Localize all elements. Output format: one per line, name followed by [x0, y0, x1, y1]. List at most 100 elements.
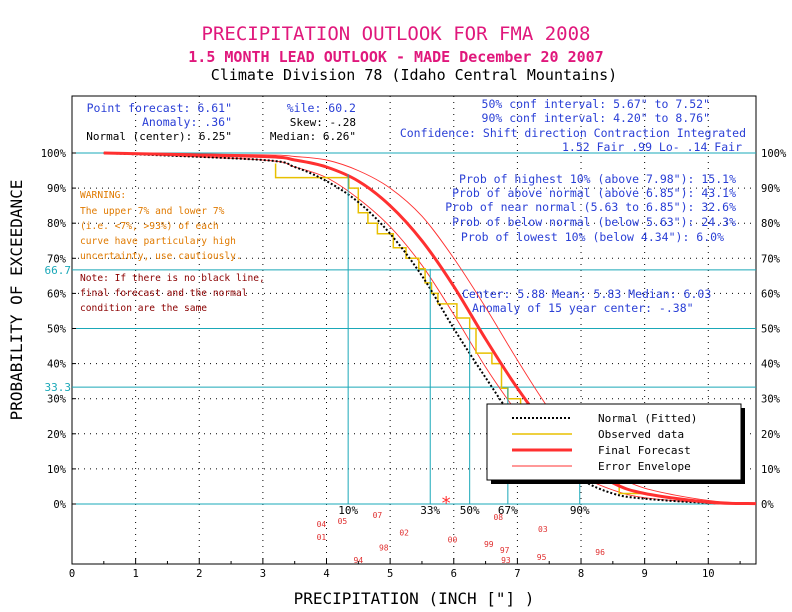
y-tick-label-left: 10%: [47, 464, 67, 476]
anomaly: Anomaly: .36": [142, 115, 232, 129]
anomaly-15yr: Anomaly of 15 year center: -.38": [472, 301, 694, 315]
year-label: 07: [373, 511, 383, 520]
probabilities: Prob of highest 10% (above 7.98"): 15.1%…: [445, 172, 736, 315]
center-stats: Center: 5.88 Mean: 5.83 Median: 6.03: [462, 287, 711, 301]
legend-label-normal: Normal (Fitted): [598, 412, 697, 425]
y-tick-label-right: 90%: [761, 183, 781, 195]
x-tick-label: 1: [132, 568, 138, 580]
tercile-label: 66.7: [45, 264, 72, 277]
prob-lowest: Prob of lowest 10% (below 4.34"): 6.0%: [461, 230, 724, 244]
percentile-label: 33%: [420, 504, 440, 517]
year-label: 03: [538, 525, 548, 534]
y-tick-label-right: 60%: [761, 288, 781, 300]
prob-highest: Prob of highest 10% (above 7.98"): 15.1%: [459, 172, 736, 186]
year-label: 00: [448, 536, 458, 545]
confidence-values: 1.52 Fair .99 Lo- .14 Fair: [562, 140, 742, 154]
y-axis-label: PROBABILITY OF EXCEEDANCE: [7, 180, 26, 421]
x-tick-label: 8: [578, 568, 584, 580]
note-line-2: final forecast and the normal: [80, 288, 248, 299]
year-label: 99: [484, 540, 494, 549]
warning-block: WARNING: The upper 7% and lower 7% (i.e.…: [80, 190, 242, 262]
x-tick-label: 0: [69, 568, 75, 580]
y-tick-label-left: 100%: [41, 148, 67, 160]
series-final-forecast: [103, 151, 757, 506]
y-tick-label-right: 100%: [761, 148, 787, 160]
y-tick-label-right: 20%: [761, 429, 781, 441]
x-tick-label: 2: [196, 568, 202, 580]
percentile-label: 90%: [570, 504, 590, 517]
conf-90: 90% conf interval: 4.20" to 8.76": [482, 111, 710, 125]
x-tick-label: 4: [323, 568, 329, 580]
y-tick-label-right: 10%: [761, 464, 781, 476]
year-label: 05: [338, 517, 348, 526]
normal-center: Normal (center): 6.25": [86, 130, 232, 143]
y-tick-label-left: 20%: [47, 429, 67, 441]
climate-division: Climate Division 78 (Idaho Central Mount…: [211, 66, 617, 84]
y-tick-label-right: 40%: [761, 359, 781, 371]
percentile: %ile: 60.2: [287, 101, 356, 115]
prob-above: Prob of above normal (above 6.85"): 43.1…: [452, 186, 736, 200]
y-tick-label-right: 70%: [761, 253, 781, 265]
warning-line-1: WARNING:: [80, 190, 126, 201]
x-tick-label: 5: [387, 568, 393, 580]
x-tick-label: 10: [702, 568, 715, 580]
year-label: 08: [493, 513, 503, 522]
stats-left: Point forecast: 6.61" Anomaly: .36" Norm…: [86, 101, 232, 143]
year-label: 93: [501, 556, 511, 565]
legend-box: [486, 403, 742, 481]
prob-near: Prob of near normal (5.63 to 6.85"): 32.…: [445, 200, 736, 214]
x-tick-label: 9: [641, 568, 647, 580]
year-label: 97: [500, 546, 510, 555]
skew: Skew: -.28: [290, 116, 356, 129]
y-tick-label-left: 50%: [47, 324, 67, 336]
legend-label-envelope: Error Envelope: [598, 460, 691, 473]
series-normal-fitted: [103, 152, 757, 505]
stats-mid: %ile: 60.2 Skew: -.28 Median: 6.26": [270, 101, 356, 143]
year-label: 01: [317, 533, 327, 542]
prob-below: Prob of below normal (below 5.63"): 24.3…: [452, 215, 736, 229]
warning-line-4: curve have particulary high: [80, 236, 236, 247]
percentile-label: 67%: [498, 504, 518, 517]
confidence-header: Confidence: Shift direction Contraction …: [400, 126, 746, 140]
year-label: 96: [595, 548, 605, 557]
year-label: 94: [354, 556, 364, 565]
x-tick-label: 6: [451, 568, 457, 580]
percentile-label: 10%: [338, 504, 358, 517]
legend-label-observed: Observed data: [598, 428, 684, 441]
x-axis-label: PRECIPITATION (INCH ["] ): [294, 589, 535, 608]
note-line-3: condition are the same: [80, 303, 207, 314]
chart-title: PRECIPITATION OUTLOOK FOR FMA 2008: [202, 23, 591, 45]
median: Median: 6.26": [270, 130, 356, 143]
year-label: 95: [537, 553, 547, 562]
plot-frame: [71, 95, 757, 565]
percentile-label: 50%: [460, 504, 480, 517]
note-block: Note: If there is no black line, final f…: [80, 273, 265, 314]
conf-intervals: 50% conf interval: 5.67" to 7.52" 90% co…: [400, 97, 746, 154]
legend: Normal (Fitted) Observed data Final Fore…: [486, 403, 745, 484]
y-tick-label-right: 0%: [761, 499, 774, 511]
warning-line-2: The upper 7% and lower 7%: [80, 206, 225, 217]
y-tick-label-left: 60%: [47, 288, 67, 300]
median-star-marker: *: [441, 493, 452, 514]
tercile-label: 33.3: [45, 381, 72, 394]
y-tick-label-left: 70%: [47, 253, 67, 265]
y-tick-label-right: 30%: [761, 394, 781, 406]
grid-layer: 66.7 33.3: [45, 96, 756, 564]
tick-layer: 0% 0% 10% 10% 20% 20% 30% 30% 40% 40% 50% 50% 60% 60%…: [41, 148, 787, 580]
y-tick-label-left: 30%: [47, 394, 67, 406]
conf-50: 50% conf interval: 5.67" to 7.52": [482, 97, 710, 111]
y-tick-label-left: 40%: [47, 359, 67, 371]
note-line-1: Note: If there is no black line,: [80, 273, 265, 284]
point-forecast: Point forecast: 6.61": [87, 101, 232, 115]
warning-line-5: uncertainty, use cautiously.: [80, 251, 242, 262]
warning-line-3: (i.e. <7%, >93%) of each: [80, 221, 219, 232]
y-tick-label-right: 50%: [761, 324, 781, 336]
year-label: 98: [379, 543, 389, 552]
y-tick-label-left: 0%: [53, 499, 66, 511]
x-tick-label: 7: [514, 568, 520, 580]
legend-label-forecast: Final Forecast: [598, 444, 691, 457]
y-tick-label-left: 90%: [47, 183, 67, 195]
x-tick-label: 3: [260, 568, 266, 580]
chart-subtitle: 1.5 MONTH LEAD OUTLOOK - MADE December 2…: [188, 48, 603, 66]
